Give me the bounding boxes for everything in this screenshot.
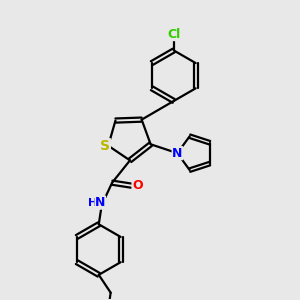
- Text: H: H: [88, 198, 98, 208]
- Text: Cl: Cl: [167, 28, 180, 40]
- Text: N: N: [172, 147, 183, 160]
- Text: N: N: [95, 196, 105, 209]
- Text: S: S: [100, 139, 110, 153]
- Text: O: O: [132, 179, 143, 192]
